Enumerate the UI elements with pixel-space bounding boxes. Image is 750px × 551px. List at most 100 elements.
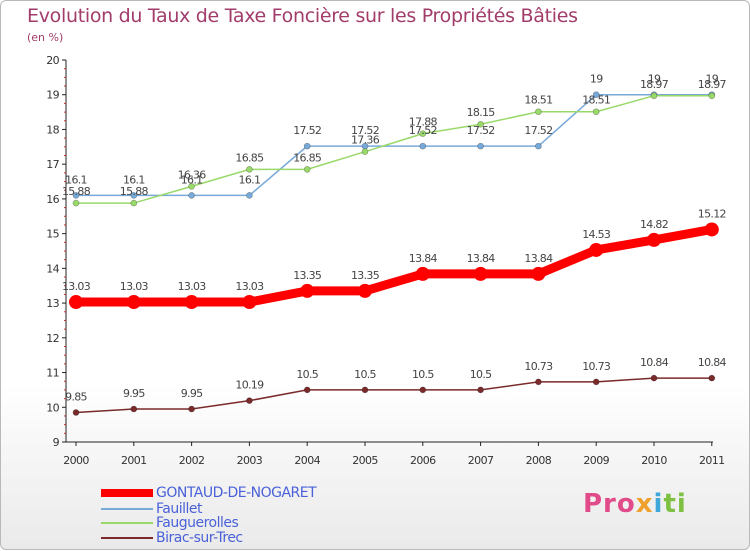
series-0-point-2007 <box>473 266 488 281</box>
x-tick-label-2001: 2001 <box>121 454 147 467</box>
series-0-point-2000 <box>69 295 83 310</box>
series-2-label-2005: 17.36 <box>351 134 380 147</box>
series-0-point-2001 <box>126 295 141 310</box>
series-0-point-2006 <box>415 266 430 281</box>
x-tick-label-2002: 2002 <box>179 454 205 467</box>
series-1-point-2006 <box>419 142 427 150</box>
legend-label-gontaud: GONTAUD-DE-NOGARET <box>156 485 317 501</box>
x-tick-label-2009: 2009 <box>583 454 609 467</box>
series-0-label-2001: 13.03 <box>120 280 149 293</box>
series-3-label-2009: 10.73 <box>582 360 611 373</box>
series-3-label-2003: 10.19 <box>235 379 264 392</box>
series-3-point-2000 <box>72 409 80 416</box>
series-0-point-2005 <box>358 283 372 298</box>
series-1-point-2007 <box>477 142 484 150</box>
series-3-point-2011 <box>708 374 716 382</box>
series-0-label-2007: 13.84 <box>467 252 496 265</box>
series-3-label-2001: 9.95 <box>123 387 145 400</box>
series-1-point-2003 <box>246 192 253 199</box>
series-1-label-2011: 19 <box>705 73 718 86</box>
logo-part-2: x <box>635 489 654 519</box>
series-3-point-2003 <box>246 397 253 404</box>
series-3-label-2004: 10.5 <box>296 368 318 381</box>
y-tick-label-17: 17 <box>46 158 59 171</box>
series-3-label-2006: 10.5 <box>412 368 434 381</box>
series-1-point-2009 <box>592 91 600 99</box>
x-tick-label-2000: 2000 <box>63 454 89 467</box>
series-1-label-2006: 17.52 <box>409 124 437 137</box>
series-1-label-2002: 16.1 <box>181 173 203 186</box>
series-2-point-2006 <box>419 130 427 137</box>
series-2-point-2000 <box>72 199 80 207</box>
series-1-point-2001 <box>130 192 138 199</box>
y-tick-label-13: 13 <box>46 297 59 310</box>
series-0-point-2003 <box>242 295 257 310</box>
series-3-point-2007 <box>477 386 484 394</box>
series-3-point-2010 <box>650 374 658 382</box>
series-1-point-2008 <box>535 142 542 150</box>
series-3-point-2005 <box>361 386 369 394</box>
series-2-point-2001 <box>130 199 138 207</box>
series-line-0 <box>71 224 717 307</box>
legend-label-birac: Birac-sur-Trec <box>156 530 243 546</box>
x-tick-label-2010: 2010 <box>641 454 667 467</box>
logo-part-3: i <box>653 489 664 519</box>
series-0-point-2010 <box>647 232 661 247</box>
series-2-point-2011 <box>708 92 716 100</box>
series-3-point-2008 <box>535 378 542 386</box>
series-1-label-2008: 17.52 <box>524 124 552 137</box>
series-line-3 <box>75 377 713 414</box>
legend-swatch-birac <box>101 537 153 539</box>
series-3-label-2010: 10.84 <box>640 356 669 369</box>
unit-label: (en %) <box>27 31 64 44</box>
series-0-label-2000: 13.03 <box>62 280 91 293</box>
chart-title: Evolution du Taux de Taxe Foncière sur l… <box>27 5 578 27</box>
series-2-point-2003 <box>246 166 253 173</box>
logo-part-4: ti <box>663 489 687 519</box>
series-1-point-2002 <box>188 192 195 199</box>
series-2-point-2009 <box>592 108 600 116</box>
series-2-label-2003: 16.85 <box>235 151 264 164</box>
series-2-label-2000: 15.88 <box>62 185 91 198</box>
series-3-point-2009 <box>592 378 600 386</box>
series-1-label-2000: 16.1 <box>65 173 87 186</box>
series-1-label-2004: 17.52 <box>293 124 321 137</box>
series-2-point-2005 <box>361 148 369 155</box>
series-0-label-2002: 13.03 <box>178 280 207 293</box>
series-2-label-2011: 18.97 <box>698 78 727 91</box>
series-2-label-2004: 16.85 <box>293 151 322 164</box>
series-2-point-2002 <box>188 183 195 190</box>
legend-label-fauillet: Fauillet <box>156 501 203 517</box>
y-tick-label-14: 14 <box>46 262 59 275</box>
y-tick-label-10: 10 <box>46 401 59 414</box>
y-tick-label-15: 15 <box>46 228 59 241</box>
series-2-label-2006: 17.88 <box>409 116 438 129</box>
logo-part-1: Pro <box>583 489 636 519</box>
series-0-point-2008 <box>531 266 546 281</box>
series-1-label-2010: 19 <box>648 73 661 86</box>
series-0-label-2003: 13.03 <box>235 280 264 293</box>
series-2-label-2010: 18.97 <box>640 78 669 91</box>
x-tick-label-2003: 2003 <box>237 454 263 467</box>
series-1-label-2003: 16.1 <box>239 173 261 186</box>
series-2-label-2008: 18.51 <box>524 94 552 107</box>
y-tick-label-12: 12 <box>46 332 59 345</box>
y-tick-label-11: 11 <box>46 367 59 380</box>
series-2-point-2008 <box>535 108 542 116</box>
series-0-point-2009 <box>589 242 604 257</box>
series-0-point-2002 <box>184 295 199 310</box>
series-0-label-2011: 15.12 <box>698 207 726 220</box>
series-line-2 <box>75 95 713 204</box>
series-1-label-2001: 16.1 <box>123 173 145 186</box>
series-2-point-2010 <box>650 92 658 100</box>
y-tick-label-18: 18 <box>46 123 59 136</box>
series-3-point-2006 <box>419 386 427 394</box>
series-0-label-2004: 13.35 <box>293 269 322 282</box>
series-0-label-2005: 13.35 <box>351 269 380 282</box>
series-3-point-2004 <box>303 386 311 394</box>
series-2-label-2009: 18.51 <box>582 94 610 107</box>
series-2-label-2002: 16.36 <box>178 168 207 181</box>
y-tick-label-16: 16 <box>46 193 59 206</box>
series-3-label-2008: 10.73 <box>524 360 553 373</box>
